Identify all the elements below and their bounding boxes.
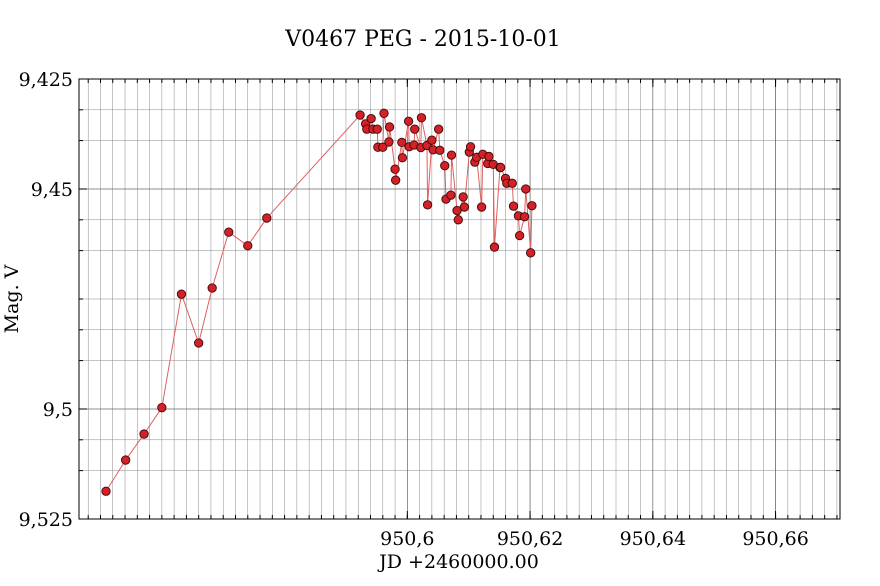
- data-point: [397, 153, 408, 163]
- data-point: [391, 175, 401, 185]
- data-point: [495, 162, 506, 173]
- y-tick-label: 9,525: [19, 509, 73, 531]
- data-point: [207, 283, 217, 293]
- data-point: [459, 202, 470, 212]
- data-point: [390, 164, 400, 174]
- data-point: [157, 403, 167, 413]
- data-point: [440, 161, 450, 171]
- data-point: [403, 116, 414, 126]
- data-point: [446, 190, 456, 200]
- data-point: [378, 142, 388, 152]
- data-point: [243, 241, 253, 251]
- data-point: [194, 338, 204, 348]
- x-axis-label: JD +2460000.00: [377, 551, 539, 573]
- data-point: [453, 215, 463, 225]
- data-point: [526, 248, 536, 258]
- x-tick-label: 950,66: [742, 528, 808, 550]
- data-point: [508, 201, 519, 211]
- x-tick-label: 950,64: [620, 528, 686, 550]
- data-point: [410, 124, 420, 134]
- data-point: [484, 151, 494, 162]
- data-points: [101, 108, 537, 496]
- data-point: [427, 135, 437, 145]
- y-axis-label: Mag. V: [1, 264, 23, 333]
- data-point: [262, 213, 272, 223]
- x-tick-labels: 950,6 950,62 950,64 950,66: [380, 528, 809, 550]
- data-point: [120, 455, 131, 465]
- y-tick-labels: 9,425 9,45 9,5 9,525: [19, 69, 73, 531]
- data-point: [489, 242, 500, 252]
- data-point: [355, 110, 365, 120]
- data-point: [384, 137, 394, 147]
- data-point: [372, 124, 382, 134]
- data-point: [507, 178, 517, 188]
- data-point: [176, 289, 187, 299]
- data-point: [527, 201, 537, 211]
- y-tick-label: 9,425: [19, 69, 73, 91]
- chart-title: V0467 PEG - 2015-10-01: [284, 27, 561, 52]
- data-point: [446, 150, 457, 160]
- data-point: [519, 212, 530, 222]
- x-tick-label: 950,6: [380, 528, 434, 550]
- data-point: [435, 145, 445, 155]
- data-point: [224, 227, 234, 237]
- y-tick-label: 9,45: [31, 179, 73, 201]
- data-point: [452, 205, 462, 216]
- data-point: [416, 113, 427, 123]
- data-point: [379, 108, 389, 118]
- data-point: [139, 429, 149, 439]
- data-point: [521, 184, 531, 194]
- data-point: [101, 486, 111, 496]
- x-tick-label: 950,62: [497, 528, 563, 550]
- data-point: [458, 192, 468, 202]
- axis-ticks: [79, 78, 840, 520]
- data-point: [476, 202, 487, 212]
- data-point: [397, 137, 407, 148]
- y-tick-label: 9,5: [43, 399, 73, 421]
- data-point: [366, 113, 376, 124]
- data-point: [422, 200, 433, 210]
- data-point: [514, 230, 525, 241]
- data-point: [433, 124, 444, 134]
- data-point: [384, 122, 395, 132]
- data-point: [465, 142, 476, 152]
